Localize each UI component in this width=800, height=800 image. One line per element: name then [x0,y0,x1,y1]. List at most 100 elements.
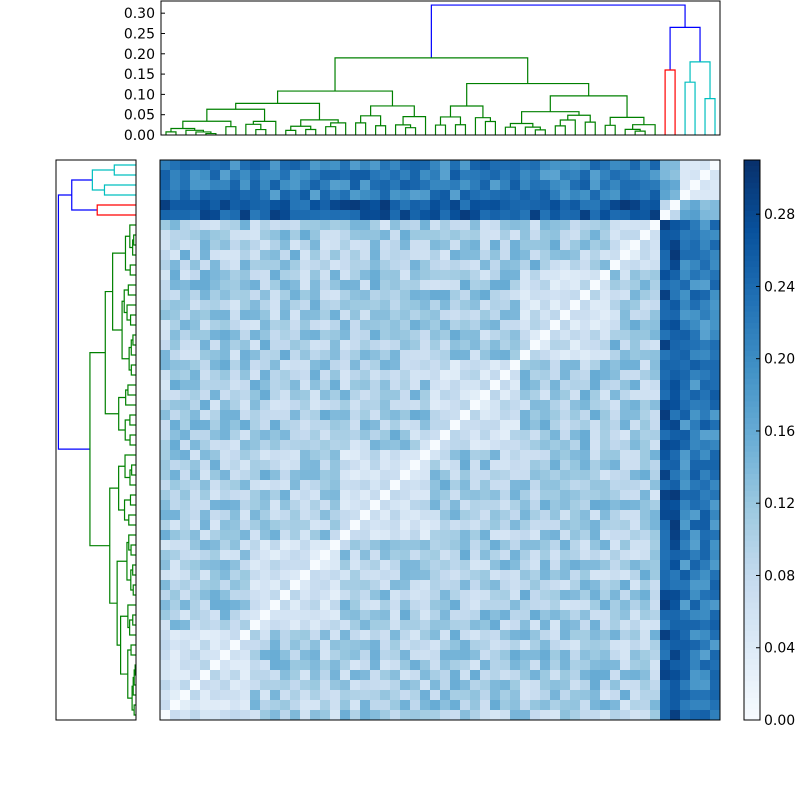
heatmap-cell [190,590,201,601]
heatmap-cell [350,300,361,311]
heatmap-cell [240,590,251,601]
heatmap-cell [340,710,351,721]
heatmap-cell [310,670,321,681]
heatmap-cell [250,360,261,371]
heatmap-cell [440,170,451,181]
heatmap-cell [660,580,671,591]
top-dendrogram-ytick-label: 0.15 [124,67,155,83]
heatmap-cell [580,170,591,181]
heatmap-cell [620,400,631,411]
colorbar-segment [744,434,760,441]
heatmap-cell [490,210,501,221]
heatmap-cell [460,710,471,721]
heatmap-cell [490,710,501,721]
heatmap-cell [570,220,581,231]
heatmap-cell [160,310,171,321]
heatmap-cell [560,160,571,171]
heatmap-cell [600,240,611,251]
heatmap-cell [270,500,281,511]
heatmap-cell [330,610,341,621]
heatmap-cell [250,200,261,211]
heatmap-cell [270,690,281,701]
heatmap-cell [270,550,281,561]
heatmap-cell [610,390,621,401]
heatmap-cell [210,550,221,561]
heatmap-cell [690,350,701,361]
heatmap-cell [680,230,691,241]
heatmap-cell [600,430,611,441]
heatmap-cell [490,390,501,401]
heatmap-cell [480,380,491,391]
heatmap-cell [630,500,641,511]
heatmap-cell [200,420,211,431]
heatmap-cell [260,310,271,321]
heatmap-cell [510,490,521,501]
heatmap-cell [570,490,581,501]
heatmap-cell [430,690,441,701]
heatmap-cell [540,330,551,341]
heatmap-cell [250,310,261,321]
heatmap-cell [520,490,531,501]
heatmap-cell [690,540,701,551]
heatmap-cell [250,230,261,241]
heatmap-cell [520,170,531,181]
heatmap-cell [380,250,391,261]
colorbar-segment [744,540,760,547]
heatmap-cell [450,580,461,591]
heatmap-cell [540,670,551,681]
heatmap-cell [570,450,581,461]
heatmap-cell [670,700,681,711]
heatmap-cell [620,280,631,291]
heatmap-cell [420,650,431,661]
heatmap-cell [470,220,481,231]
heatmap-cell [560,460,571,471]
heatmap-cell [450,500,461,511]
heatmap-cell [630,200,641,211]
heatmap-cell [280,570,291,581]
heatmap-cell [280,380,291,391]
heatmap-cell [390,400,401,411]
heatmap-cell [590,360,601,371]
heatmap-cell [470,710,481,721]
heatmap-cell [530,310,541,321]
heatmap-cell [630,390,641,401]
heatmap-cell [330,290,341,301]
heatmap-cell [310,540,321,551]
heatmap-cell [620,420,631,431]
heatmap-cell [430,210,441,221]
heatmap-cell [210,530,221,541]
heatmap-cell [530,610,541,621]
heatmap-cell [560,480,571,491]
heatmap-cell [390,550,401,561]
heatmap-cell [530,660,541,671]
heatmap-cell [600,620,611,631]
heatmap-cell [500,560,511,571]
heatmap-cell [390,580,401,591]
left-dendrogram-link [126,304,136,321]
heatmap-cell [230,380,241,391]
heatmap-cell [600,380,611,391]
heatmap-cell [680,360,691,371]
heatmap-cell [420,180,431,191]
heatmap-cell [710,510,721,521]
heatmap-cell [660,230,671,241]
heatmap-cell [560,420,571,431]
heatmap-cell [650,610,661,621]
heatmap-cell [620,170,631,181]
heatmap-cell [630,400,641,411]
heatmap-cell [550,540,561,551]
heatmap-cell [510,620,521,631]
heatmap-cell [580,640,591,651]
heatmap-cell [260,650,271,661]
heatmap-cell [350,620,361,631]
heatmap-cell [530,420,541,431]
heatmap-cell [390,600,401,611]
heatmap-cell [570,510,581,521]
heatmap-cell [710,540,721,551]
heatmap-cell [490,290,501,301]
heatmap-cell [570,250,581,261]
heatmap-cell [220,360,231,371]
heatmap-cell [660,350,671,361]
heatmap-cell [710,440,721,451]
heatmap-cell [540,360,551,371]
